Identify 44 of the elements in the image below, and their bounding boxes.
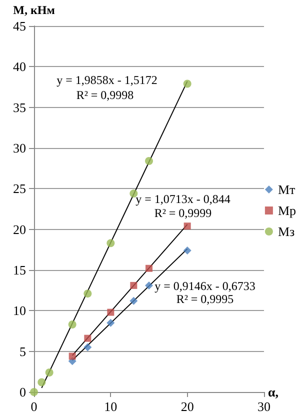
y-tick-label: 25 xyxy=(13,181,26,196)
y-tick-label: 45 xyxy=(13,18,26,34)
y-tick-label: 40 xyxy=(13,59,26,74)
x-tick-label: 0 xyxy=(30,399,38,414)
annotation: R² = 0,9999 xyxy=(154,206,212,220)
point xyxy=(130,296,138,305)
annotation: R² = 0,9998 xyxy=(76,88,134,102)
point xyxy=(106,239,115,248)
x-tick-label: 10 xyxy=(104,399,118,414)
x-tick-label: 20 xyxy=(180,399,194,414)
x-tick-label: 30 xyxy=(258,399,270,414)
point xyxy=(184,222,191,230)
y-tick-label: 30 xyxy=(13,140,26,156)
y-tick-label: 15 xyxy=(13,262,26,278)
y-tick-label: 10 xyxy=(13,303,26,318)
point xyxy=(130,190,138,198)
point xyxy=(183,80,192,88)
legend-label: Мз xyxy=(278,224,295,239)
point xyxy=(145,281,153,290)
point xyxy=(183,246,192,254)
x-axis-title: α, xyxy=(268,384,279,400)
y-tick-label: 20 xyxy=(13,222,26,237)
point xyxy=(68,352,76,360)
point xyxy=(68,320,76,328)
point xyxy=(107,308,114,316)
y-tick-label: 5 xyxy=(20,344,26,359)
annotation: y = 0,9146x - 0,6733 xyxy=(154,279,256,293)
point xyxy=(146,264,152,272)
legend-label: Мт xyxy=(278,182,296,197)
annotation: y = 1,9858x - 1,5172 xyxy=(56,73,158,87)
point xyxy=(106,318,115,327)
point xyxy=(84,290,92,298)
annotation: y = 1,0713x - 0,844 xyxy=(136,192,230,206)
annotation: R² = 0,9995 xyxy=(176,292,234,306)
y-axis-title: М, кНм xyxy=(13,3,55,17)
point xyxy=(84,343,92,352)
legend-label: Мр xyxy=(278,203,296,218)
point xyxy=(38,378,46,386)
point xyxy=(84,334,92,342)
point xyxy=(145,157,153,166)
point xyxy=(130,282,138,289)
y-tick-label: 0 xyxy=(20,384,26,400)
point xyxy=(45,368,54,376)
y-tick-label: 35 xyxy=(13,100,26,115)
